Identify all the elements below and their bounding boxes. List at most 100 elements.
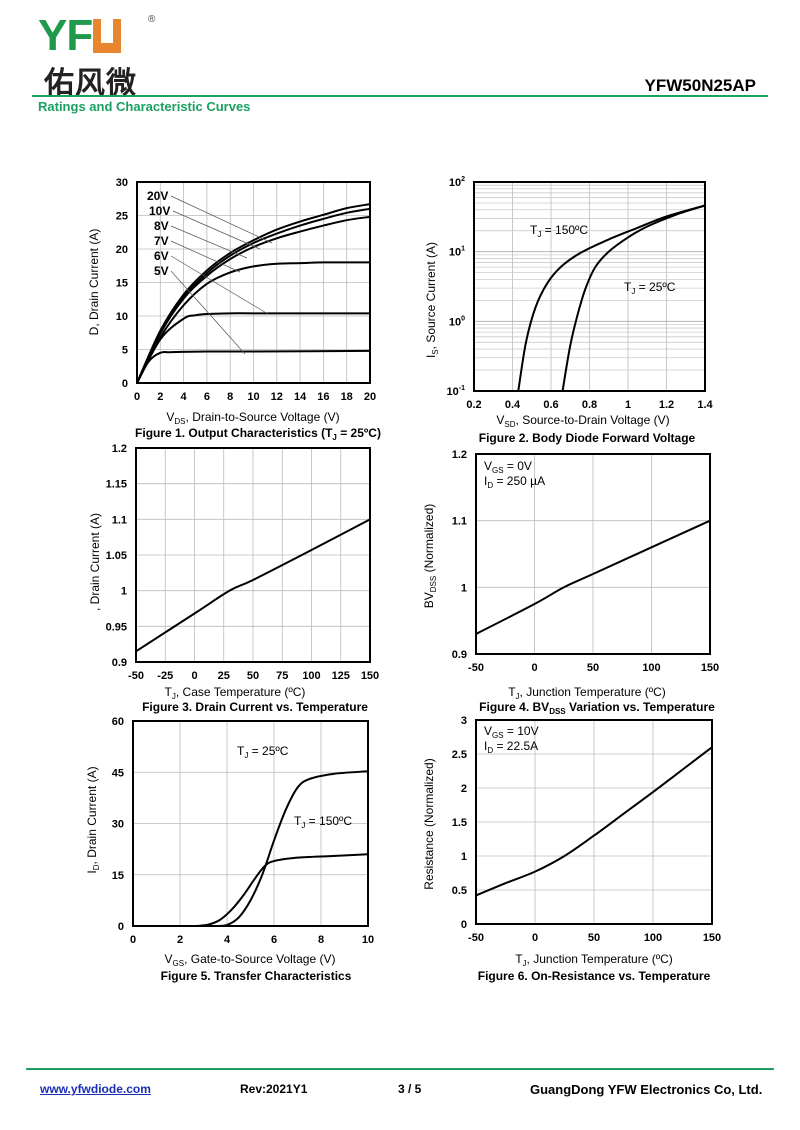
x-tick-label: -50 [468, 932, 484, 944]
chart-fig5: 0 2 4 6 8 10 0 15 30 45 60 [112, 716, 374, 946]
series-line [517, 204, 706, 392]
series-line [196, 853, 369, 927]
x-tick-label: 1.4 [697, 399, 713, 411]
x-tick-label: 10 [247, 391, 259, 403]
y-tick-label: 100 [449, 315, 465, 328]
chart-fig1: 0 2 4 6 8 10 12 14 16 18 20 0 5 10 15 20 25 30 [116, 177, 376, 403]
x-tick-label: 4 [181, 391, 188, 403]
y-tick-label: 0.5 [452, 885, 467, 897]
curve-label: 20V [147, 189, 168, 203]
x-tick-label: 0 [532, 932, 538, 944]
website-link[interactable]: www.yfwdiode.com [40, 1082, 151, 1096]
x-axis-title: VGS, Gate-to-Source Voltage (V) [165, 952, 336, 968]
series-line [561, 204, 706, 392]
curve-label: 6V [154, 249, 169, 263]
x-axis-title: TJ, Junction Temperature (ºC) [508, 685, 666, 701]
condition-label: VGS = 10V [484, 724, 539, 740]
x-tick-label: 50 [247, 670, 259, 682]
x-axis-title: TJ, Junction Temperature (ºC) [515, 952, 673, 968]
y-tick-label: 5 [122, 345, 128, 357]
x-tick-label: 8 [227, 391, 233, 403]
page-number: 3 / 5 [398, 1082, 422, 1096]
header-divider [32, 95, 768, 97]
series-line [136, 312, 370, 384]
y-tick-label: 30 [116, 177, 128, 189]
figure-title: Figure 3. Drain Current vs. Temperature [142, 700, 368, 714]
x-tick-label: 18 [341, 391, 353, 403]
x-tick-label: 100 [644, 932, 662, 944]
x-tick-label: 0.4 [505, 399, 521, 411]
y-tick-label: 3 [461, 715, 467, 727]
curve-label: TJ = 150ºC [294, 814, 352, 830]
x-tick-label: -25 [157, 670, 173, 682]
leader-line [170, 255, 269, 315]
x-axis-title: TJ, Case Temperature (ºC) [165, 685, 306, 701]
y-axis-title: Resistance (Normalized) [422, 758, 436, 889]
plot-frame [135, 447, 371, 663]
y-tick-label: 25 [116, 211, 128, 223]
y-tick-label: 101 [449, 246, 465, 259]
section-title: Ratings and Characteristic Curves [38, 99, 251, 114]
part-number: YFW50N25AP [644, 76, 756, 95]
leader-line [170, 240, 241, 273]
y-tick-label: 0 [461, 919, 467, 931]
y-tick-label: 0.9 [452, 649, 467, 661]
x-tick-label: 2 [177, 934, 183, 946]
revision: Rev:2021Y1 [240, 1082, 308, 1096]
leader-line [170, 225, 248, 259]
plot-frame [132, 720, 369, 927]
x-tick-label: 0.6 [543, 399, 558, 411]
chart-fig4: -50 0 50 100 150 0.9 1 1.1 1.2 [452, 449, 719, 674]
y-tick-label: 1.1 [112, 514, 127, 526]
series-line [136, 203, 371, 384]
curve-label: 5V [154, 264, 169, 278]
y-tick-label: 1.2 [452, 449, 467, 461]
leader-line [170, 270, 246, 355]
curve-label: 8V [154, 219, 169, 233]
curve-label: 10V [149, 204, 170, 218]
y-axis-title: , Drain Current (A) [88, 513, 102, 611]
x-tick-label: 1.2 [659, 399, 674, 411]
curve-label: TJ = 150ºC [530, 223, 588, 239]
y-axis-title: D, Drain Current (A) [87, 229, 101, 336]
chart-fig2: 0.2 0.4 0.6 0.8 1 1.2 1.4 10-1 100 101 102 [447, 176, 714, 411]
x-tick-label: 0 [134, 391, 140, 403]
y-tick-label: 15 [116, 278, 128, 290]
y-tick-label: 102 [449, 176, 465, 189]
x-tick-label: 100 [642, 662, 660, 674]
y-tick-label: 1 [461, 851, 467, 863]
y-tick-label: 2.5 [452, 749, 467, 761]
y-tick-label: 1.5 [452, 817, 467, 829]
x-tick-label: 1 [625, 399, 631, 411]
figure-title: Figure 6. On-Resistance vs. Temperature [478, 969, 711, 983]
y-tick-label: 0 [118, 921, 124, 933]
condition-label: VGS = 0V [484, 459, 532, 475]
x-tick-label: 2 [157, 391, 163, 403]
series-line [135, 518, 371, 653]
x-tick-label: 0 [531, 662, 537, 674]
x-axis-title: VSD, Source-to-Drain Voltage (V) [496, 413, 669, 429]
y-tick-label: 15 [112, 870, 124, 882]
x-tick-label: 150 [701, 662, 719, 674]
y-tick-label: 0.95 [106, 621, 127, 633]
x-tick-label: 6 [271, 934, 277, 946]
x-tick-label: 125 [332, 670, 350, 682]
x-tick-label: 8 [318, 934, 324, 946]
x-tick-label: 20 [364, 391, 376, 403]
series-line [475, 746, 713, 897]
y-tick-label: 45 [112, 767, 124, 779]
y-axis-title: IS, Source Current (A) [424, 242, 440, 358]
leader-line [170, 195, 273, 244]
company-name: GuangDong YFW Electronics Co, Ltd. [530, 1082, 763, 1097]
y-tick-label: 1 [121, 586, 127, 598]
x-tick-label: -50 [128, 670, 144, 682]
curve-label: TJ = 25ºC [237, 744, 289, 760]
x-tick-label: 100 [302, 670, 320, 682]
chart-fig3: -50 -25 0 25 50 75 100 125 150 0.9 0.95 1 1.05 1.1 1.1… [106, 443, 380, 682]
y-tick-label: 1.05 [106, 550, 127, 562]
series-line [475, 519, 711, 635]
x-tick-label: 10 [362, 934, 374, 946]
x-tick-label: 25 [218, 670, 230, 682]
curve-label: 7V [154, 234, 169, 248]
